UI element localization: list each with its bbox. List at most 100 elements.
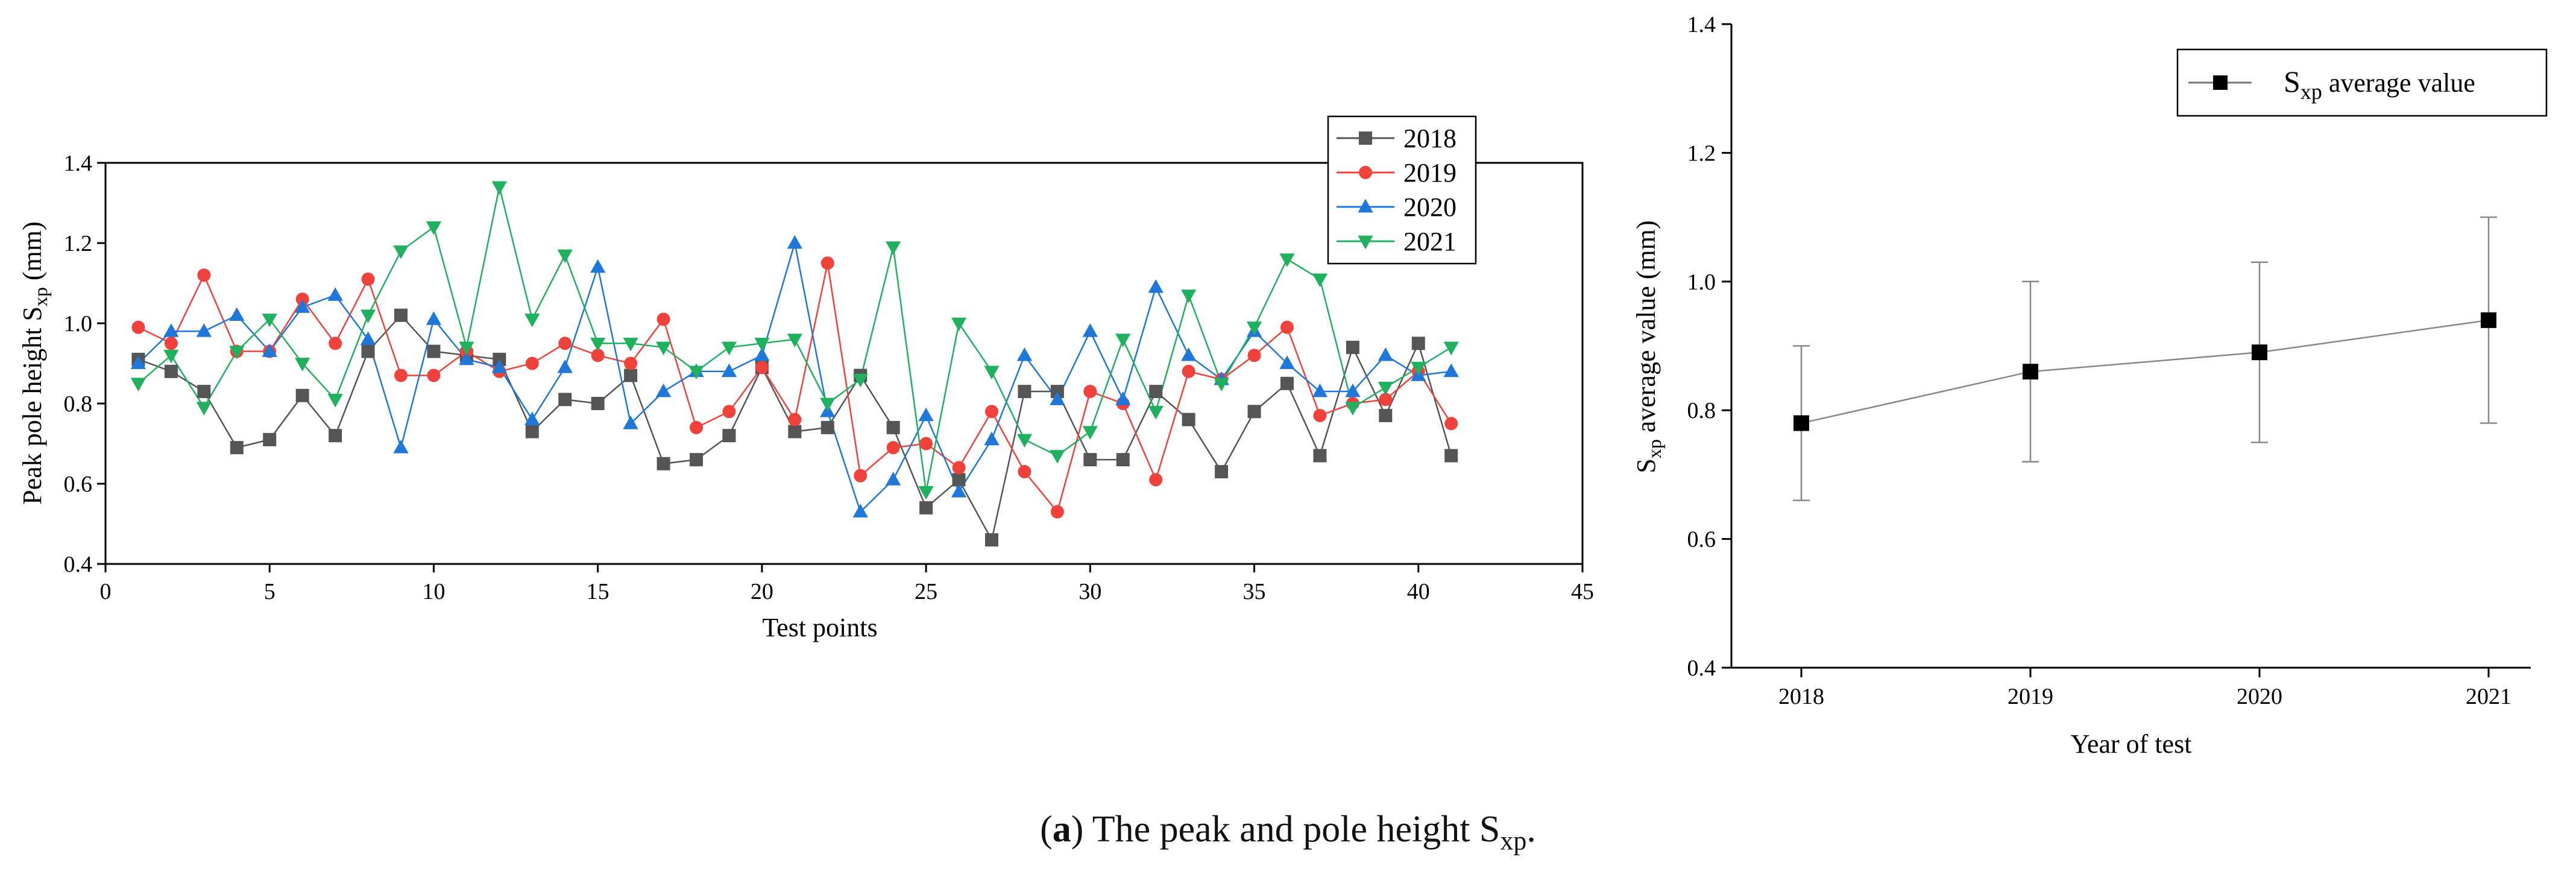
data-point-2018 bbox=[1247, 405, 1261, 419]
data-point-2018 bbox=[1149, 385, 1163, 399]
data-point-2020 bbox=[918, 407, 934, 422]
data-point-2021 bbox=[787, 334, 802, 347]
data-point-2020 bbox=[623, 416, 638, 429]
data-point-2018 bbox=[657, 457, 670, 470]
data-point-2020 bbox=[360, 331, 376, 345]
data-point-2019 bbox=[591, 349, 605, 362]
data-point-2018 bbox=[1083, 453, 1097, 467]
data-point-2020 bbox=[1082, 323, 1098, 337]
data-point-2020 bbox=[951, 484, 967, 498]
data-point-2021 bbox=[984, 366, 1000, 379]
x-axis-label-left: Test points bbox=[762, 613, 877, 642]
data-point-2020 bbox=[295, 299, 310, 313]
data-point-2019 bbox=[1313, 408, 1327, 422]
x-tick-label-right: 2021 bbox=[2466, 684, 2511, 709]
data-point-2018 bbox=[1116, 453, 1130, 467]
legend-right: Sxp average value bbox=[2176, 48, 2548, 117]
data-point-2019 bbox=[886, 441, 900, 455]
data-point-2021 bbox=[426, 221, 442, 235]
y-tick-label-right: 0.6 bbox=[1687, 527, 1716, 552]
y-tick-label-right: 1.0 bbox=[1687, 270, 1716, 295]
data-point-2021 bbox=[1345, 402, 1361, 416]
data-point-2020 bbox=[1312, 383, 1328, 397]
data-point-2018 bbox=[329, 429, 342, 443]
data-point-2020 bbox=[1345, 383, 1361, 397]
data-point-2018 bbox=[985, 533, 998, 547]
legend-left: 2018 2019 2020 2021 bbox=[1327, 115, 1477, 265]
data-point-average bbox=[2023, 364, 2038, 380]
data-point-2020 bbox=[163, 323, 179, 337]
data-point-2019 bbox=[985, 405, 998, 419]
data-point-2019 bbox=[1379, 393, 1393, 407]
data-point-2020 bbox=[1016, 347, 1033, 361]
data-point-2019 bbox=[854, 469, 868, 483]
x-tick-label-right: 2018 bbox=[1778, 684, 1824, 709]
data-point-2021 bbox=[886, 241, 901, 255]
x-tick-label-left: 40 bbox=[1407, 579, 1430, 604]
data-point-2021 bbox=[459, 341, 474, 356]
y-tick-label-right: 0.8 bbox=[1687, 398, 1716, 423]
data-point-2019 bbox=[1149, 473, 1163, 487]
x-tick-label-left: 30 bbox=[1079, 579, 1101, 604]
y-tick-label-right: 0.4 bbox=[1687, 656, 1716, 681]
data-point-2021 bbox=[262, 314, 277, 328]
data-point-2019 bbox=[624, 356, 638, 370]
y-tick-label-left: 0.4 bbox=[64, 552, 93, 577]
data-point-2019 bbox=[820, 256, 834, 270]
data-point-2020 bbox=[393, 439, 409, 454]
data-point-2021 bbox=[1411, 361, 1426, 376]
data-point-2018 bbox=[1215, 465, 1229, 479]
data-point-2018 bbox=[886, 420, 900, 434]
x-tick-label-left: 45 bbox=[1571, 579, 1594, 604]
data-point-2020 bbox=[1115, 391, 1131, 405]
series-group-left bbox=[130, 181, 1459, 547]
data-point-2018 bbox=[295, 388, 309, 402]
y-tick-label-left: 1.2 bbox=[64, 231, 93, 256]
data-point-2019 bbox=[755, 361, 769, 375]
data-point-2021 bbox=[196, 402, 212, 416]
data-point-2020 bbox=[1181, 347, 1197, 361]
data-point-2021 bbox=[951, 317, 967, 332]
data-point-average bbox=[2481, 312, 2496, 328]
data-point-2021 bbox=[1148, 405, 1164, 420]
data-point-2021 bbox=[1082, 426, 1098, 440]
data-point-2020 bbox=[1378, 347, 1393, 361]
series-line-average bbox=[1801, 319, 2489, 424]
caption-subscript: xp bbox=[1500, 826, 1527, 856]
data-point-2018 bbox=[624, 369, 638, 382]
series-group-right bbox=[1793, 216, 2497, 501]
data-point-average bbox=[2252, 344, 2267, 361]
caption-text: The peak and pole height S bbox=[1092, 809, 1501, 850]
data-point-2020 bbox=[491, 359, 507, 373]
legend-label-2021: 2021 bbox=[1403, 227, 1456, 256]
data-point-2020 bbox=[229, 307, 245, 321]
series-line-2020 bbox=[137, 242, 1452, 513]
data-point-2021 bbox=[1050, 450, 1065, 464]
data-point-2020 bbox=[655, 383, 672, 397]
data-point-2021 bbox=[327, 394, 343, 408]
data-point-2019 bbox=[1247, 349, 1261, 362]
legend-marker-2020 bbox=[1358, 198, 1373, 213]
data-point-2021 bbox=[360, 309, 376, 323]
x-tick-label-left: 0 bbox=[100, 579, 112, 604]
data-point-2018 bbox=[1050, 385, 1064, 399]
caption-label: a bbox=[1052, 809, 1071, 850]
data-point-2018 bbox=[525, 425, 539, 438]
data-point-2021 bbox=[557, 249, 573, 264]
data-point-2020 bbox=[130, 355, 146, 369]
data-point-2019 bbox=[131, 320, 145, 334]
y-tick-label-left: 1.0 bbox=[64, 311, 93, 337]
data-point-2020 bbox=[787, 235, 802, 249]
x-tick-label-left: 20 bbox=[751, 579, 773, 604]
data-point-2019 bbox=[329, 337, 342, 350]
data-point-2021 bbox=[229, 346, 245, 359]
legend-label-2019: 2019 bbox=[1403, 158, 1456, 188]
data-point-2020 bbox=[1279, 355, 1295, 369]
y-tick-label-right: 1.4 bbox=[1687, 12, 1716, 37]
data-point-2021 bbox=[1115, 334, 1131, 347]
data-point-2021 bbox=[1378, 382, 1393, 396]
data-point-2018 bbox=[820, 420, 834, 434]
data-point-2018 bbox=[1411, 337, 1425, 350]
data-point-2018 bbox=[263, 432, 277, 446]
